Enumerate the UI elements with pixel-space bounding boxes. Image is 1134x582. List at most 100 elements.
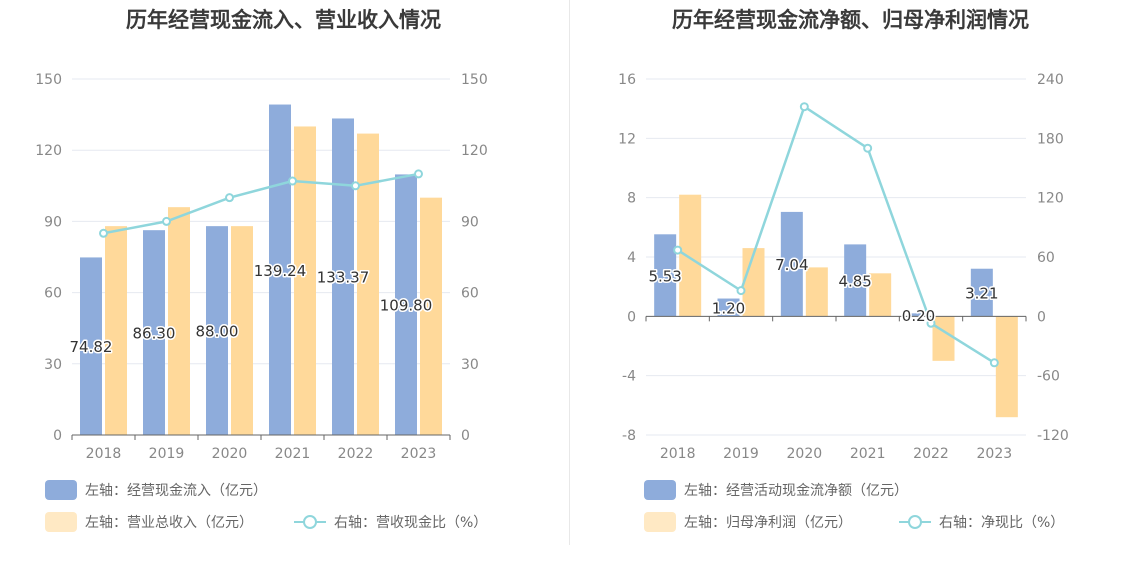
- data-label: 7.04: [775, 256, 808, 274]
- y-left-tick-label: 30: [44, 357, 62, 373]
- bar-2023-series-1: [970, 268, 993, 317]
- data-label: 0.20: [902, 307, 935, 325]
- y-left-tick-label: 0: [627, 309, 636, 325]
- bar-2019-series-1: [143, 230, 165, 435]
- y-left-tick-label: 90: [44, 214, 62, 230]
- line-point-2021: [288, 176, 297, 186]
- y-left-tick-label: 150: [35, 72, 62, 88]
- line-point-2023: [414, 169, 423, 179]
- x-tick-label: 2019: [723, 446, 759, 462]
- y-right-tick-label: -60: [1037, 369, 1060, 385]
- data-label: 1.20: [712, 299, 745, 317]
- legend-swatch: [45, 480, 77, 500]
- legend-item-2[interactable]: 右轴：净现比（%）: [899, 512, 1064, 532]
- legend-label: 右轴：营收现金比（%）: [334, 515, 488, 531]
- legend-item-1[interactable]: 左轴：营业总收入（亿元）: [45, 512, 253, 532]
- x-tick-label: 2020: [212, 446, 248, 462]
- x-tick-label: 2022: [338, 446, 374, 462]
- data-label: 88.00: [196, 323, 239, 341]
- y-left-tick-label: 4: [627, 250, 636, 266]
- y-right-tick-label: 120: [461, 143, 488, 159]
- x-tick-label: 2023: [401, 446, 437, 462]
- y-right-tick-label: -120: [1037, 428, 1069, 444]
- legend-label: 左轴：经营现金流入（亿元）: [85, 483, 267, 499]
- line-point-2019: [162, 216, 171, 226]
- bar-2022-series-2: [932, 316, 955, 361]
- y-left-tick-label: 60: [44, 286, 62, 302]
- data-label: 109.80: [380, 297, 433, 315]
- bar-2021-series-2: [294, 126, 316, 435]
- data-label: 74.82: [70, 338, 113, 356]
- legend-item-0[interactable]: 左轴：经营现金流入（亿元）: [45, 480, 267, 500]
- chart-panel-right: 历年经营现金流净额、归母净利润情况 -8 -4 0 4 8 12 16 -120 -60 0 60 1…: [567, 0, 1134, 582]
- line-point-2022: [351, 181, 360, 191]
- y-right-tick-label: 30: [461, 357, 479, 373]
- bar-2020-series-2: [805, 267, 828, 317]
- bar-2021-series-1: [269, 104, 291, 436]
- line-point-2023: [989, 358, 999, 368]
- bar-2020-series-2: [231, 226, 253, 435]
- chart-panel-left: 历年经营现金流入、营业收入情况 0 30 60 90 120 150 0 30 60 90 120 1…: [35, 8, 488, 532]
- line-point-2020: [225, 193, 234, 203]
- data-label: 139.24: [254, 262, 307, 280]
- y-left-tick-label: 12: [618, 131, 636, 147]
- legend-item-2[interactable]: 右轴：营收现金比（%）: [294, 512, 487, 532]
- legend-label: 左轴：营业总收入（亿元）: [85, 515, 253, 531]
- x-tick-label: 2021: [275, 446, 311, 462]
- y-right-tick-label: 0: [461, 428, 470, 444]
- line-point-2018: [99, 228, 108, 238]
- line-point-2021: [863, 143, 873, 153]
- line-point-2018: [673, 245, 683, 255]
- series-line: [676, 104, 995, 364]
- bar-2023-series-2: [995, 316, 1018, 418]
- y-left-tick-label: -4: [622, 369, 636, 385]
- y-left-tick-label: 16: [618, 72, 636, 88]
- data-label: 5.53: [648, 267, 681, 285]
- series-line: [103, 172, 419, 235]
- x-tick-label: 2018: [660, 446, 696, 462]
- chart-title: 历年经营现金流入、营业收入情况: [126, 8, 441, 32]
- y-right-tick-label: 180: [1037, 131, 1064, 147]
- legend-label: 左轴：经营活动现金流净额（亿元）: [684, 483, 908, 499]
- x-tick-label: 2022: [913, 446, 949, 462]
- legend-item-0[interactable]: 左轴：经营活动现金流净额（亿元）: [644, 480, 908, 500]
- data-label: 3.21: [965, 285, 998, 303]
- legend-label: 右轴：净现比（%）: [939, 515, 1065, 531]
- legend-item-1[interactable]: 左轴：归母净利润（亿元）: [644, 512, 852, 532]
- line-point-2020: [799, 102, 809, 112]
- x-tick-label: 2023: [977, 446, 1013, 462]
- bar-2023-series-2: [420, 197, 442, 435]
- y-right-tick-label: 150: [461, 72, 488, 88]
- bar-2020-series-1: [780, 211, 803, 317]
- legend-swatch: [45, 512, 77, 532]
- legend-line-marker: [294, 512, 326, 532]
- bar-2019-series-2: [742, 248, 765, 317]
- bar-2019-series-2: [168, 207, 190, 435]
- line-point-2019: [736, 286, 746, 296]
- bar-2022-series-1: [907, 313, 930, 317]
- y-right-tick-label: 0: [1037, 309, 1046, 325]
- chart-title: 历年经营现金流净额、归母净利润情况: [672, 8, 1029, 32]
- legend-label: 左轴：归母净利润（亿元）: [684, 515, 852, 531]
- bar-2020-series-1: [206, 226, 228, 435]
- data-label: 133.37: [317, 269, 370, 287]
- y-right-tick-label: 240: [1037, 72, 1064, 88]
- data-label: 4.85: [838, 272, 871, 290]
- data-label: 86.30: [133, 325, 176, 343]
- bar-2021-series-1: [844, 244, 867, 317]
- line-point-2022: [926, 318, 936, 328]
- y-right-tick-label: 60: [461, 286, 479, 302]
- bar-2018-series-1: [654, 234, 677, 317]
- legend-swatch: [644, 512, 676, 532]
- y-right-tick-label: 120: [1037, 191, 1064, 207]
- y-left-tick-label: 120: [35, 143, 62, 159]
- x-tick-label: 2020: [787, 446, 823, 462]
- y-left-tick-label: -8: [622, 428, 636, 444]
- bar-2018-series-1: [80, 257, 102, 435]
- bar-2023-series-1: [395, 174, 417, 435]
- y-left-tick-label: 0: [53, 428, 62, 444]
- y-left-tick-label: 8: [627, 191, 636, 207]
- x-tick-label: 2018: [86, 446, 122, 462]
- legend-swatch: [644, 480, 676, 500]
- chart-right-svg: -8 -4 0 4 8 12 16 -120 -60 0 60 120 180 240 2018 2019 20…: [618, 72, 1069, 462]
